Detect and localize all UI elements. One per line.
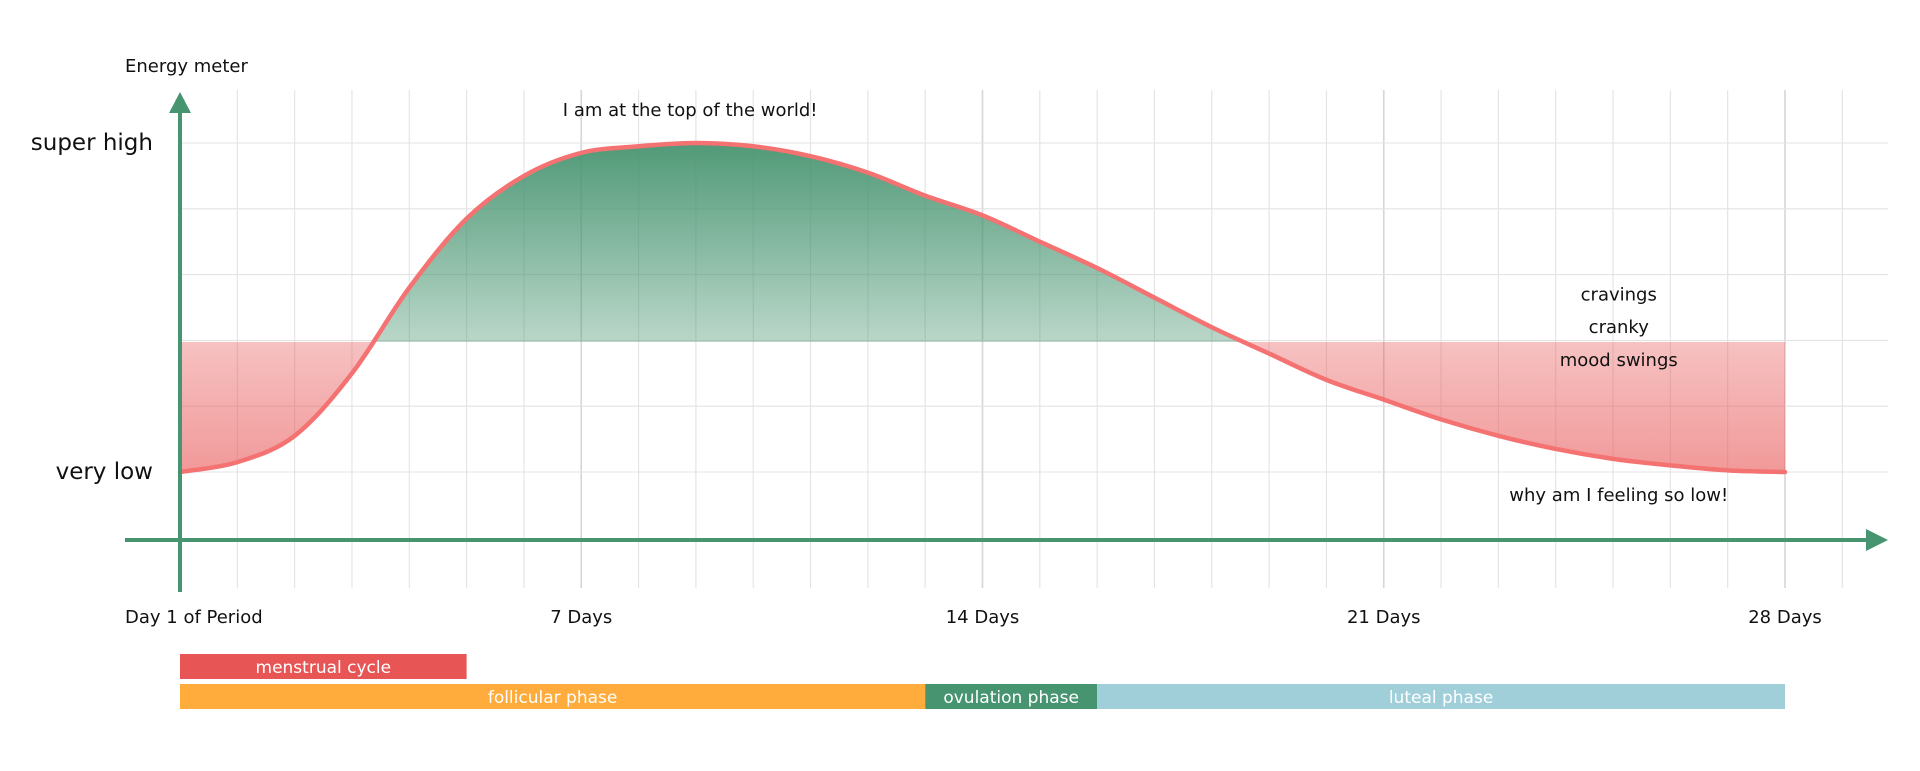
- x-tick-label: 21 Days: [1347, 607, 1421, 628]
- low-energy-fill: [180, 342, 1785, 472]
- x-tick-label: 28 Days: [1748, 607, 1822, 628]
- y-tick-label: very low: [56, 459, 153, 485]
- y-axis-arrowhead: [169, 92, 191, 113]
- x-axis-arrowhead: [1866, 529, 1888, 551]
- annotation-label: cravings: [1581, 284, 1657, 305]
- phase-bar: [180, 684, 926, 709]
- x-tick-labels: Day 1 of Period 7 Days 14 Days 21 Days 28 Da…: [125, 607, 1822, 628]
- phase-bar: [1097, 684, 1785, 709]
- y-axis-title: Energy meter: [125, 56, 248, 77]
- x-tick-label: 7 Days: [550, 607, 612, 628]
- annotation-label: cranky: [1589, 317, 1650, 338]
- phase-bar: [925, 684, 1098, 709]
- phase-bars: menstrual cycle follicular phase ovulation…: [180, 654, 1785, 709]
- x-tick-label: Day 1 of Period: [125, 607, 263, 628]
- axes: [125, 92, 1888, 592]
- phase-label: menstrual cycle: [256, 658, 392, 678]
- high-energy-fill: [180, 143, 1785, 342]
- x-tick-label: 14 Days: [946, 607, 1020, 628]
- phase-label: ovulation phase: [943, 688, 1079, 708]
- annotation-label: I am at the top of the world!: [563, 100, 818, 121]
- annotation-label: mood swings: [1560, 350, 1678, 371]
- phase-label: luteal phase: [1389, 688, 1493, 708]
- phase-bar: [180, 654, 467, 679]
- annotations: I am at the top of the world! cravings cra…: [563, 100, 1728, 506]
- phase-label: follicular phase: [488, 688, 618, 708]
- y-tick-label: super high: [31, 130, 153, 156]
- y-tick-labels: super high very low: [31, 130, 153, 485]
- annotation-label: why am I feeling so low!: [1509, 485, 1728, 506]
- energy-curve: [177, 140, 1788, 475]
